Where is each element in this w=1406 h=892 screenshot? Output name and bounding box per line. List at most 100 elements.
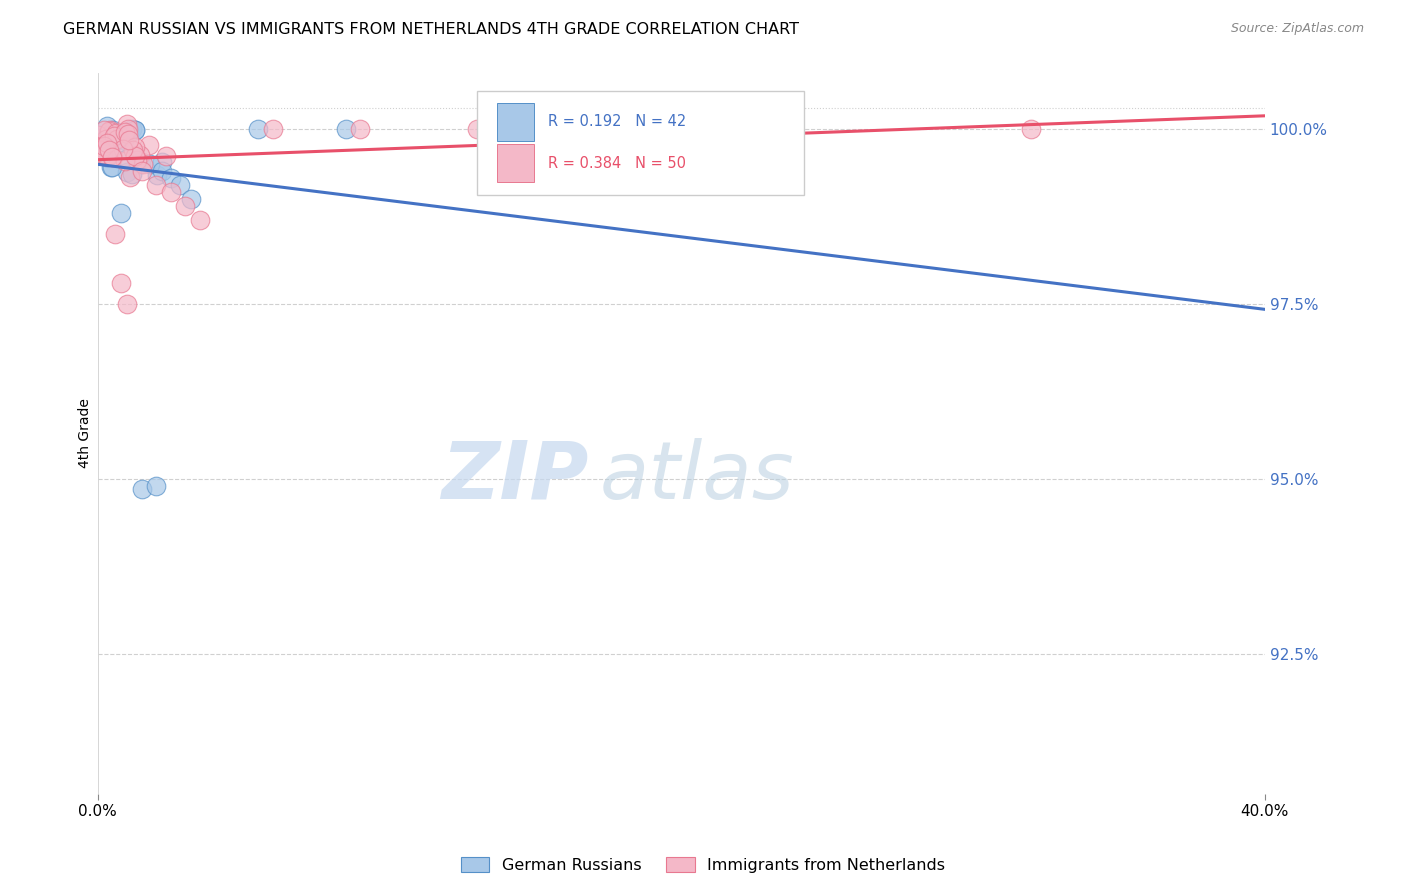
Point [110, 276, 132, 290]
Point [111, 142, 134, 156]
Point [121, 122, 143, 136]
Point [169, 178, 191, 192]
Point [101, 150, 124, 164]
Point [98, 128, 121, 142]
Point [129, 157, 152, 171]
Bar [496, 145, 534, 182]
Point [117, 127, 139, 141]
Point [100, 133, 122, 147]
Point [101, 150, 124, 164]
Point [91, 143, 114, 157]
Point [1021, 122, 1043, 136]
Point [96, 149, 118, 163]
Point [96, 136, 118, 150]
Point [131, 483, 153, 497]
Point [93, 142, 115, 156]
Bar [496, 103, 534, 141]
Point [96, 144, 118, 158]
Point [98, 124, 121, 138]
Point [121, 168, 143, 182]
Point [90, 143, 112, 157]
Point [128, 147, 150, 161]
Point [132, 157, 155, 171]
Point [96, 120, 118, 134]
Point [138, 137, 160, 152]
Point [152, 155, 174, 169]
Point [93, 123, 115, 137]
Point [124, 140, 146, 154]
Text: GERMAN RUSSIAN VS IMMIGRANTS FROM NETHERLANDS 4TH GRADE CORRELATION CHART: GERMAN RUSSIAN VS IMMIGRANTS FROM NETHER… [63, 22, 799, 37]
Point [89, 139, 111, 153]
Text: Source: ZipAtlas.com: Source: ZipAtlas.com [1230, 22, 1364, 36]
Point [139, 157, 162, 171]
Point [155, 149, 177, 163]
Point [108, 135, 131, 149]
Point [188, 213, 211, 227]
Point [90, 143, 112, 157]
Point [105, 132, 128, 146]
Text: atlas: atlas [599, 438, 794, 516]
Point [335, 122, 357, 136]
Point [125, 154, 148, 169]
Point [112, 133, 135, 147]
Point [104, 227, 127, 241]
Point [127, 153, 149, 168]
Legend: German Russians, Immigrants from Netherlands: German Russians, Immigrants from Netherl… [454, 851, 952, 880]
Point [93, 137, 115, 152]
Point [146, 168, 169, 182]
Point [105, 133, 128, 147]
Point [98, 143, 121, 157]
Point [98, 130, 121, 145]
Point [91, 139, 114, 153]
Point [728, 122, 751, 136]
Point [120, 169, 142, 184]
Point [122, 144, 145, 158]
Point [145, 479, 167, 493]
Point [247, 122, 270, 136]
Text: R = 0.192   N = 42: R = 0.192 N = 42 [548, 114, 686, 129]
Point [101, 122, 124, 136]
Y-axis label: 4th Grade: 4th Grade [79, 399, 93, 468]
Point [145, 178, 167, 192]
Point [114, 153, 136, 168]
Point [262, 122, 284, 136]
Point [110, 206, 132, 220]
Point [87, 128, 110, 142]
Point [150, 164, 173, 178]
Point [349, 122, 371, 136]
Point [117, 117, 139, 131]
Point [115, 297, 138, 311]
Point [96, 150, 118, 164]
Point [107, 126, 129, 140]
Point [114, 125, 136, 139]
Point [89, 145, 111, 159]
Point [98, 123, 121, 137]
Point [124, 123, 146, 137]
Point [94, 132, 117, 146]
Point [159, 185, 181, 199]
Point [103, 128, 125, 143]
Point [91, 146, 114, 161]
Point [180, 192, 202, 206]
Point [100, 160, 122, 174]
Point [159, 170, 181, 185]
Point [94, 132, 117, 146]
FancyBboxPatch shape [477, 91, 804, 195]
Point [124, 123, 146, 137]
Point [100, 160, 122, 174]
Point [124, 149, 146, 163]
Point [101, 136, 124, 151]
Point [115, 152, 138, 166]
Text: R = 0.384   N = 50: R = 0.384 N = 50 [548, 155, 686, 170]
Point [94, 146, 117, 161]
Point [100, 150, 122, 164]
Point [174, 199, 197, 213]
Point [118, 133, 141, 147]
Text: ZIP: ZIP [440, 438, 588, 516]
Point [465, 122, 488, 136]
Point [115, 164, 138, 178]
Point [131, 164, 153, 178]
Point [101, 150, 124, 164]
Point [117, 121, 139, 136]
Point [93, 139, 115, 153]
